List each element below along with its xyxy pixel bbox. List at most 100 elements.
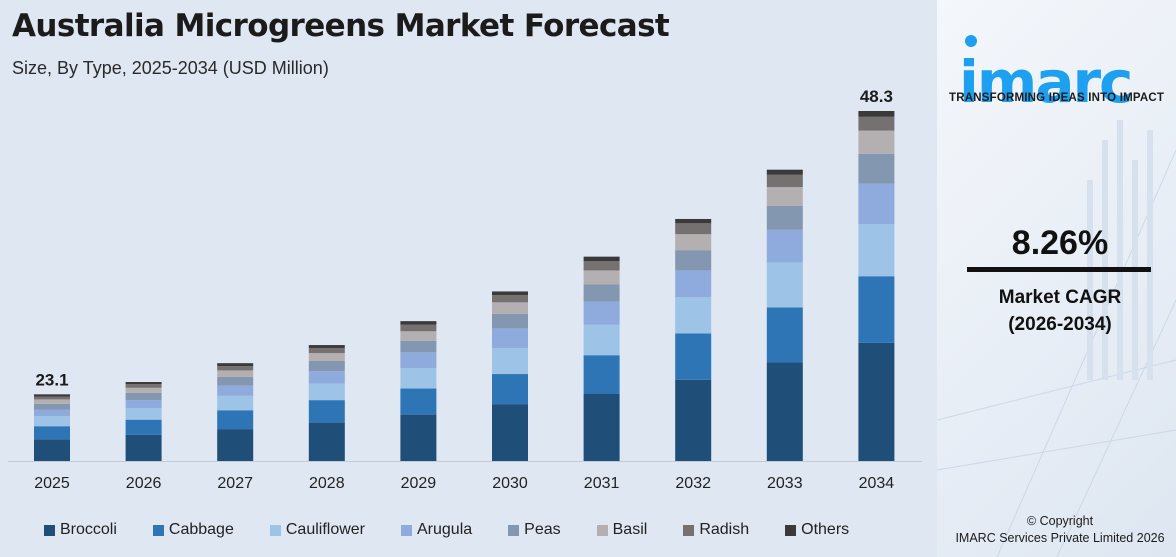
cagr-divider xyxy=(967,267,1151,272)
bar-segment-others-2032 xyxy=(675,218,712,224)
legend-item-basil: Basil xyxy=(596,521,648,539)
bar-segment-broccoli-2030 xyxy=(492,404,528,461)
cagr-label-line2: (2026-2034) xyxy=(1008,314,1112,335)
legend-swatch-radish xyxy=(683,524,695,536)
bar-segment-broccoli-2027 xyxy=(217,429,254,461)
bar-segment-radish-2027 xyxy=(217,366,254,371)
legend-item-radish: Radish xyxy=(683,521,749,539)
bar-total-label-2025: 23.1 xyxy=(35,370,68,389)
bar-segment-peas-2030 xyxy=(492,313,528,329)
x-tick-label-2033: 2033 xyxy=(767,475,803,492)
legend-label-basil: Basil xyxy=(612,521,648,538)
bar-segment-peas-2027 xyxy=(217,376,254,386)
bar-segment-cauliflower-2027 xyxy=(217,395,254,411)
x-tick-label-2027: 2027 xyxy=(217,475,253,492)
legend-label-cauliflower: Cauliflower xyxy=(285,521,365,538)
bar-segment-arugula-2032 xyxy=(675,270,712,298)
bar-segment-basil-2032 xyxy=(675,234,712,251)
copyright-line1: © Copyright xyxy=(1026,514,1094,528)
bar-segment-radish-2026 xyxy=(125,384,162,388)
x-tick-label-2034: 2034 xyxy=(859,475,895,492)
copyright-notice: © Copyright IMARC Services Private Limit… xyxy=(937,513,1176,547)
bar-segment-broccoli-2026 xyxy=(125,434,162,461)
x-tick-label-2032: 2032 xyxy=(675,475,711,492)
bar-segment-peas-2033 xyxy=(766,205,803,230)
bar-segment-radish-2025 xyxy=(34,396,70,400)
bar-segment-cauliflower-2031 xyxy=(583,324,620,356)
bar-total-label-2034: 48.3 xyxy=(860,87,893,106)
legend-swatch-peas xyxy=(508,524,520,536)
bar-segment-radish-2030 xyxy=(492,295,528,303)
chart-panel: Australia Microgreens Market Forecast Si… xyxy=(0,0,937,557)
legend-label-others: Others xyxy=(801,521,850,538)
bar-segment-cauliflower-2033 xyxy=(766,262,803,308)
legend-item-cabbage: Cabbage xyxy=(152,521,234,539)
bar-segment-others-2031 xyxy=(583,256,620,261)
legend-item-arugula: Arugula xyxy=(401,521,472,539)
bar-segment-arugula-2034 xyxy=(858,183,895,225)
bar-segment-others-2030 xyxy=(492,291,528,296)
bar-segment-arugula-2029 xyxy=(400,352,437,369)
bar-segment-cabbage-2032 xyxy=(675,333,712,380)
bar-segment-basil-2031 xyxy=(583,270,620,285)
bar-segment-cabbage-2025 xyxy=(34,426,70,440)
legend-swatch-cabbage xyxy=(152,524,164,536)
x-tick-label-2025: 2025 xyxy=(34,475,70,492)
side-panel: imarc TRANSFORMING IDEAS INTO IMPACT xyxy=(937,0,1176,557)
bar-segment-broccoli-2031 xyxy=(583,393,620,461)
cagr-label: Market CAGR (2026-2034) xyxy=(937,284,1176,338)
x-tick-label-2028: 2028 xyxy=(309,475,345,492)
logo-dot-icon xyxy=(965,35,977,47)
legend-item-broccoli: Broccoli xyxy=(44,521,117,539)
chart-title: Australia Microgreens Market Forecast xyxy=(12,8,670,44)
bar-segment-others-2025 xyxy=(34,394,70,397)
bar-segment-cabbage-2029 xyxy=(400,388,437,415)
bar-segment-peas-2032 xyxy=(675,250,712,271)
bar-segment-peas-2025 xyxy=(34,403,70,410)
bar-segment-cauliflower-2025 xyxy=(34,416,70,427)
bar-segment-broccoli-2032 xyxy=(675,379,712,461)
bar-segment-radish-2028 xyxy=(308,347,345,354)
bar-segment-cauliflower-2032 xyxy=(675,297,712,334)
bar-segment-peas-2029 xyxy=(400,340,437,353)
bar-segment-cabbage-2026 xyxy=(125,419,162,435)
bar-segment-cabbage-2027 xyxy=(217,410,254,430)
chart-legend: Broccoli Cabbage Cauliflower Arugula Peas Bas… xyxy=(44,519,924,541)
cagr-value: 8.26% xyxy=(1011,224,1109,262)
bar-segment-broccoli-2029 xyxy=(400,414,437,461)
imarc-logo: imarc xyxy=(949,24,1173,112)
bar-segment-basil-2027 xyxy=(217,370,254,377)
bar-segment-basil-2029 xyxy=(400,331,437,341)
stacked-bar-chart: 23.1 2025 2026 2027 2028 2029 2030 2031 2032 2033… xyxy=(8,87,922,492)
bar-segment-basil-2026 xyxy=(125,387,162,393)
legend-swatch-broccoli xyxy=(44,524,55,536)
bar-segment-peas-2034 xyxy=(858,153,895,184)
x-tick-label-2026: 2026 xyxy=(126,475,162,492)
legend-swatch-cauliflower xyxy=(269,524,281,536)
bar-segment-broccoli-2034 xyxy=(858,342,895,461)
bar-segment-arugula-2026 xyxy=(125,400,162,409)
bar-segment-others-2029 xyxy=(400,321,437,325)
bar-segment-others-2028 xyxy=(308,345,345,348)
bar-segment-peas-2026 xyxy=(125,392,162,401)
bar-segment-cauliflower-2028 xyxy=(308,383,345,401)
legend-item-cauliflower: Cauliflower xyxy=(269,521,365,539)
bar-segment-arugula-2030 xyxy=(492,328,528,348)
x-tick-label-2030: 2030 xyxy=(492,475,528,492)
x-tick-label-2031: 2031 xyxy=(584,475,620,492)
bar-segment-arugula-2033 xyxy=(766,229,803,263)
chart-subtitle: Size, By Type, 2025-2034 (USD Million) xyxy=(12,58,329,78)
bar-segment-arugula-2025 xyxy=(34,409,70,417)
bar-segment-peas-2031 xyxy=(583,284,620,302)
bar-segment-cauliflower-2029 xyxy=(400,368,437,389)
bar-segment-cabbage-2034 xyxy=(858,276,895,343)
bar-segment-arugula-2028 xyxy=(308,371,345,384)
legend-label-cabbage: Cabbage xyxy=(168,521,234,538)
bar-segment-others-2033 xyxy=(766,169,803,175)
legend-label-broccoli: Broccoli xyxy=(60,521,117,538)
legend-swatch-arugula xyxy=(401,524,412,536)
bar-segment-arugula-2027 xyxy=(217,385,254,396)
bar-segment-cabbage-2028 xyxy=(308,400,345,423)
legend-label-peas: Peas xyxy=(524,521,561,538)
legend-label-radish: Radish xyxy=(699,521,750,538)
